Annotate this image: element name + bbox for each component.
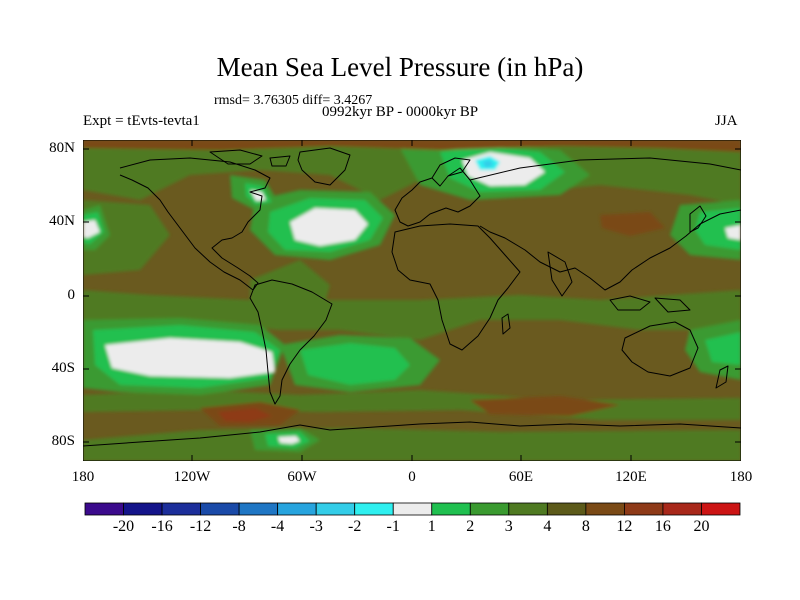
colorbar-swatch: [431, 502, 471, 516]
colorbar-label: 1: [427, 518, 436, 535]
contour-region: [725, 225, 741, 240]
contour-region: [218, 408, 272, 422]
contour-region: [278, 436, 300, 444]
colorbar-swatch: [238, 502, 279, 516]
greenland-coast: [297, 147, 351, 186]
colorbar-swatch: [662, 502, 702, 516]
contour-region: [83, 220, 100, 238]
map-title: Mean Sea Level Pressure (in hPa): [216, 52, 584, 82]
period-label: 0992kyr BP - 0000kyr BP: [322, 104, 479, 120]
contour-region: [83, 200, 170, 275]
colorbar-label: 2: [466, 518, 475, 535]
colorbar-label: -3: [309, 518, 323, 535]
north-america-coast: [119, 157, 271, 291]
lon-label: 120E: [615, 469, 647, 485]
colorbar-swatch: [546, 502, 587, 516]
lon-label: 180: [729, 469, 753, 485]
japan-coast: [689, 205, 707, 233]
lat-label: 80S: [51, 433, 75, 449]
colorbar-label: 12: [616, 518, 633, 535]
scandinavia-coast: [431, 157, 471, 179]
contour-region: [695, 208, 741, 250]
madagascar-coast: [501, 313, 511, 335]
colorbar-swatch: [84, 502, 124, 516]
antarctica-coast: [83, 421, 741, 447]
colorbar-swatch: [161, 502, 201, 516]
new-zealand-coast: [715, 365, 729, 389]
arctic-islands: [209, 149, 291, 167]
contour-region: [470, 396, 620, 416]
colorbar-swatch: [277, 502, 317, 516]
season-label: JJA: [715, 113, 738, 129]
contour-field: [83, 140, 741, 461]
colorbar-swatch: [123, 502, 163, 516]
contour-region: [290, 208, 368, 246]
colorbar-label: 4: [543, 518, 552, 535]
europe-coast: [394, 167, 481, 227]
colorbar-swatch: [585, 502, 625, 516]
contour-region: [83, 140, 741, 205]
lon-label: 0: [408, 469, 416, 485]
lon-label: 180: [71, 469, 95, 485]
colorbar-swatch: [624, 502, 664, 516]
colorbar-swatch: [469, 502, 510, 516]
contour-region: [250, 260, 330, 330]
contour-region: [482, 160, 494, 168]
lat-label: 40S: [51, 360, 75, 376]
colorbar-label: -1: [386, 518, 400, 535]
colorbar-label: 20: [693, 518, 710, 535]
contour-region: [600, 212, 665, 236]
africa-coast: [391, 223, 521, 351]
colorbar-swatch: [354, 502, 394, 516]
lat-label: 40N: [49, 213, 75, 229]
contour-region: [83, 428, 741, 461]
colorbar-label: 8: [581, 518, 590, 535]
lat-label: 0: [67, 287, 76, 303]
southeast-asia-islands: [609, 295, 691, 313]
south-america-coast: [249, 279, 333, 405]
colorbar-label: -12: [189, 518, 212, 535]
lon-label: 120W: [173, 469, 211, 485]
colorbar-label: -16: [151, 518, 173, 535]
colorbar-swatch: [200, 502, 240, 516]
india-coast: [547, 251, 573, 297]
colorbar-label: 16: [654, 518, 671, 535]
statistics-label: rmsd= 3.76305 diff= 3.4267: [214, 93, 373, 108]
contour-region: [705, 332, 741, 365]
australia-coast: [621, 321, 699, 377]
lon-label: 60E: [508, 469, 534, 485]
colorbar-label: -4: [270, 518, 285, 535]
experiment-label: Expt = tEvts-tevta1: [83, 113, 200, 129]
colorbar-swatch: [508, 502, 548, 516]
colorbar-label: -8: [232, 518, 246, 535]
lat-label: 80N: [49, 140, 75, 156]
colorbar-swatch: [315, 502, 356, 516]
colorbar-swatch: [701, 502, 741, 516]
colorbar: [84, 502, 741, 516]
lon-label: 60W: [287, 469, 317, 485]
contour-region: [105, 338, 275, 378]
contour-region: [83, 290, 741, 340]
contour-region: [300, 343, 410, 385]
colorbar-swatch: [392, 502, 433, 516]
colorbar-label: -2: [348, 518, 362, 535]
colorbar-label: 3: [504, 518, 513, 535]
axis-ticks: [83, 140, 741, 461]
coastlines: [83, 147, 741, 447]
colorbar-label: -20: [112, 518, 135, 535]
